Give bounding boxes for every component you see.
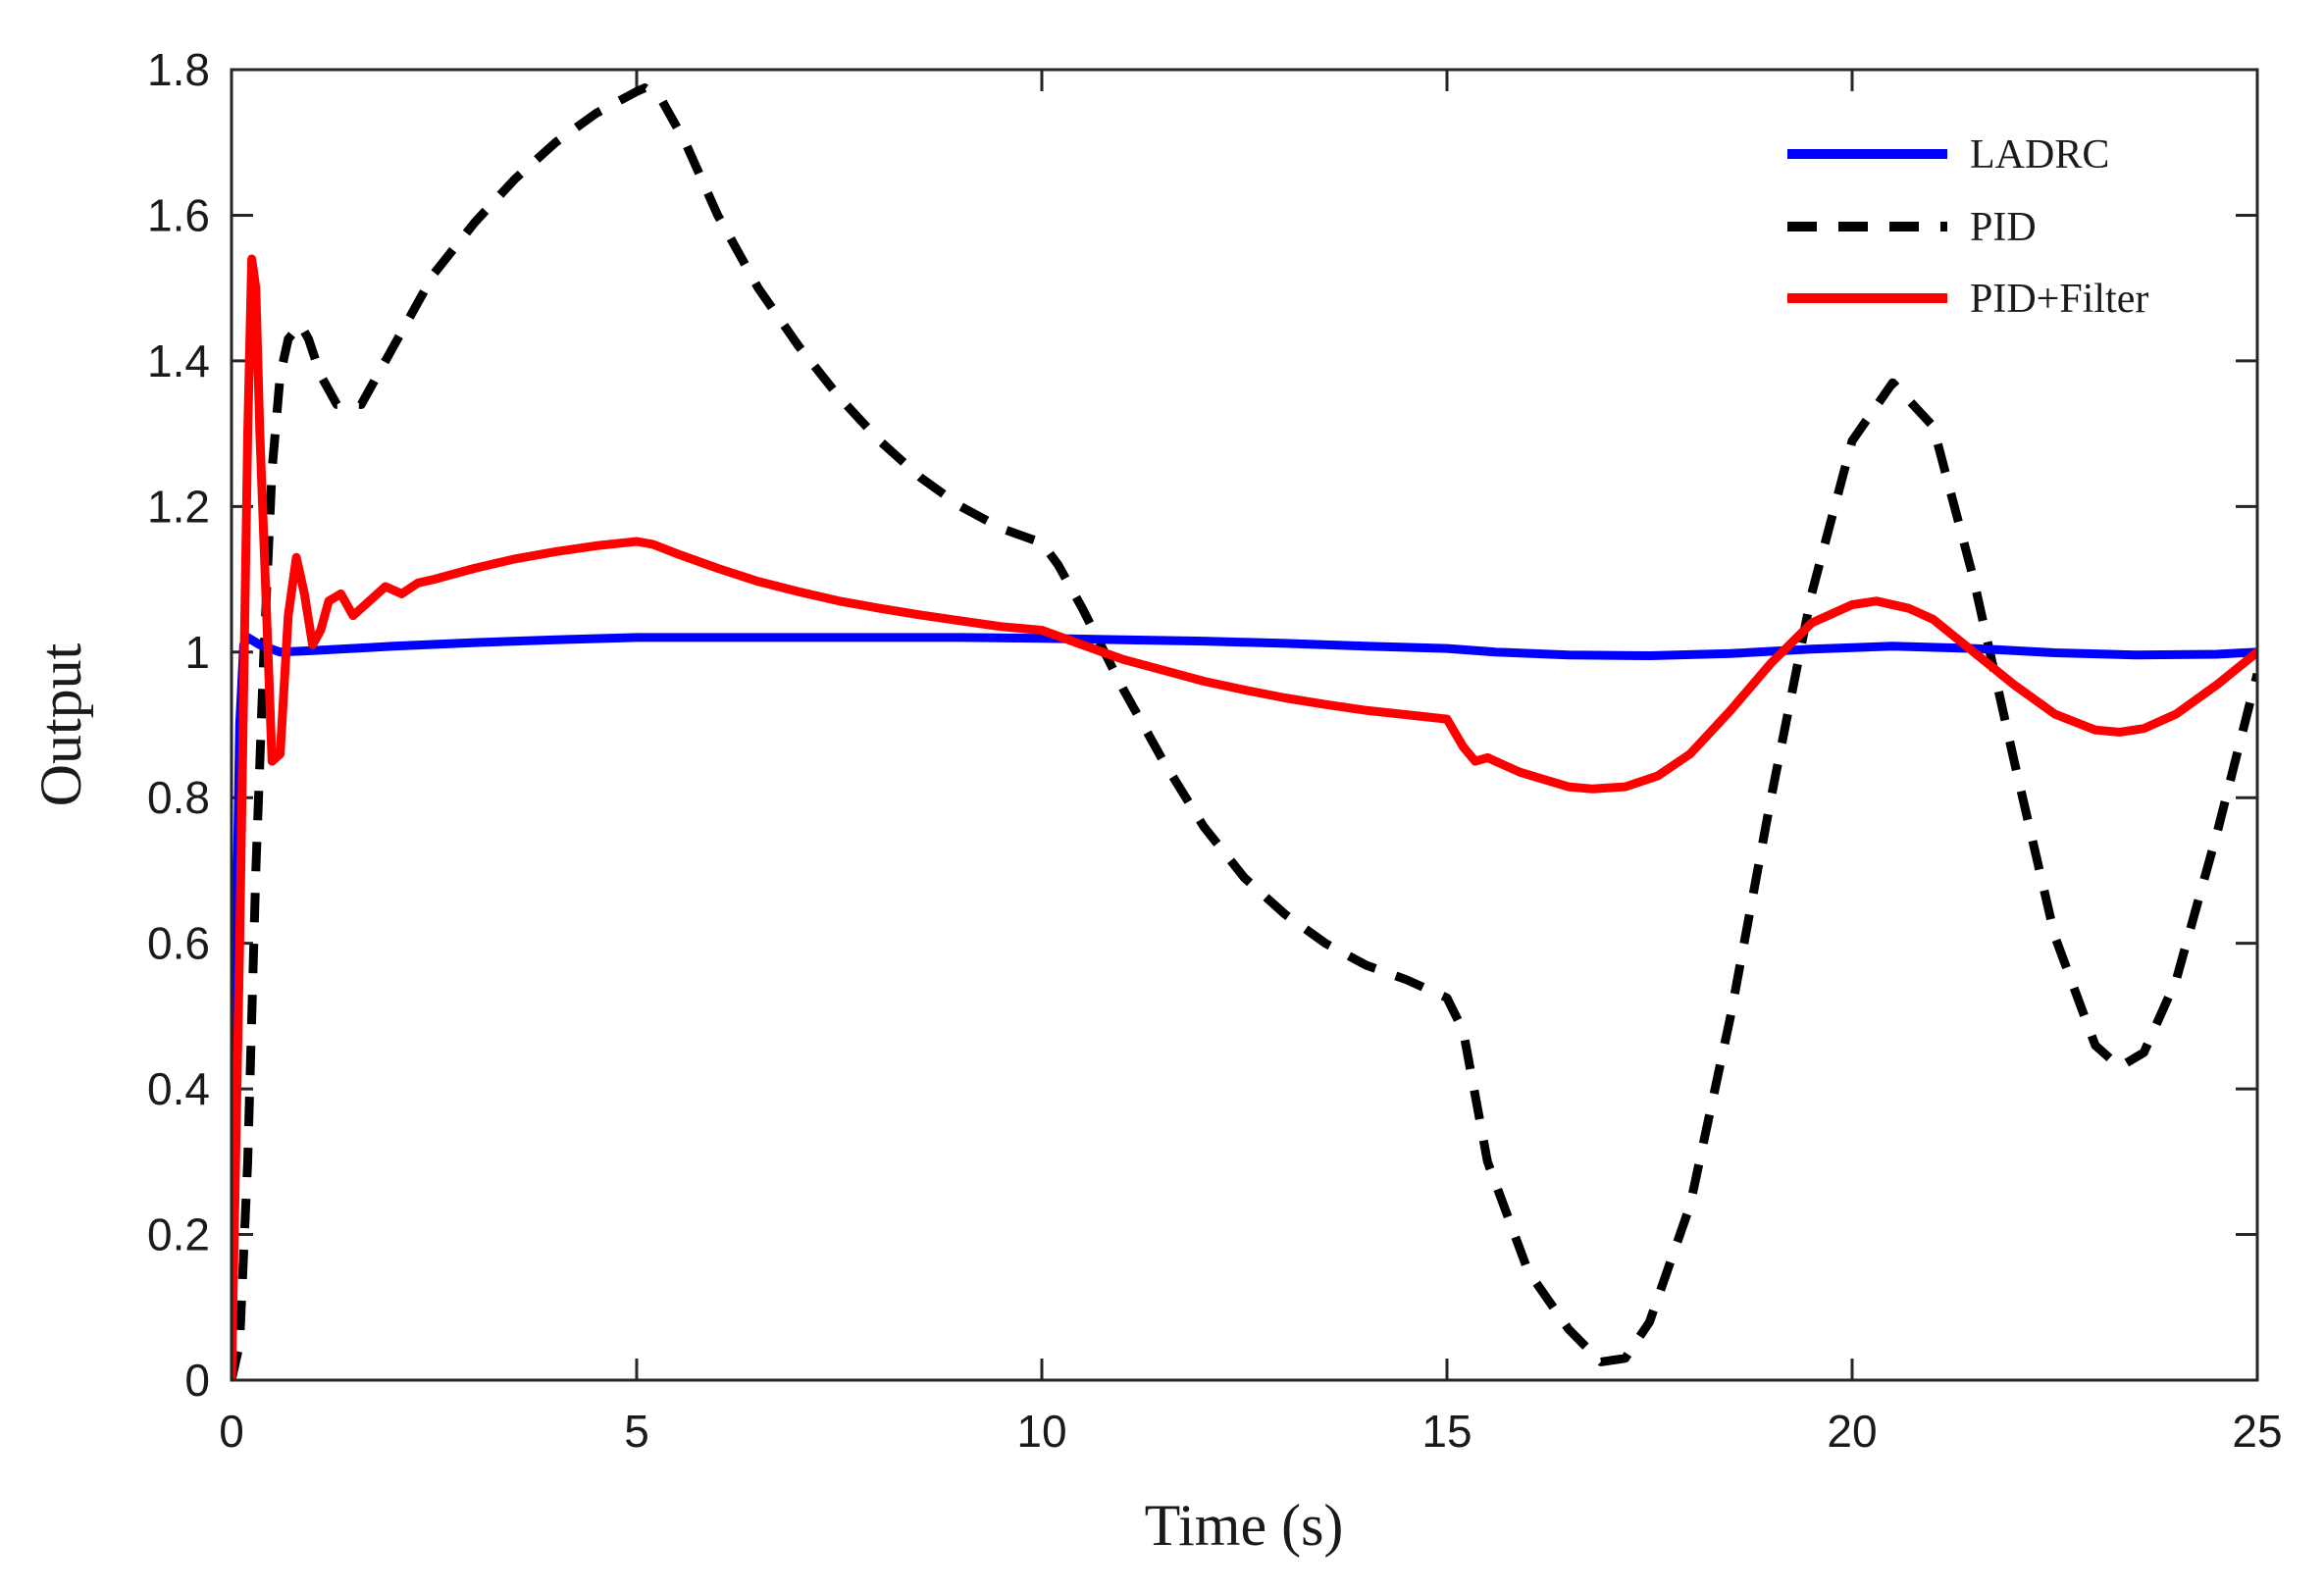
series-line-ladrc	[232, 633, 2257, 1380]
y-tick-label: 0.4	[147, 1063, 210, 1114]
legend-label: LADRC	[1970, 132, 2109, 178]
y-tick-label: 0.6	[147, 918, 210, 969]
x-axis-label: Time (s)	[1145, 1493, 1344, 1558]
legend: LADRC PID PID+Filter	[1787, 132, 2148, 322]
y-tick-label: 1.4	[147, 335, 210, 386]
x-tick-label: 0	[219, 1406, 244, 1457]
y-tick-label: 1.6	[147, 189, 210, 240]
y-tick-label: 0	[184, 1355, 210, 1406]
x-tick-label: 10	[1016, 1406, 1066, 1457]
legend-label: PID	[1970, 205, 2037, 250]
legend-label: PID+Filter	[1970, 277, 2148, 322]
series-line-pid	[232, 83, 2257, 1380]
y-tick-label: 1.8	[147, 44, 210, 95]
y-axis-label: Output	[28, 642, 93, 806]
x-tick-label: 5	[624, 1406, 649, 1457]
y-tick-label: 0.8	[147, 772, 210, 823]
x-axis-ticks: 0 5 10 15 20 25	[219, 70, 2283, 1457]
y-axis-ticks: 0 0.2 0.4 0.6 0.8 1 1.2 1.4 1.6 1.8	[147, 44, 2257, 1406]
y-tick-label: 0.2	[147, 1209, 210, 1260]
plot-background	[232, 70, 2257, 1380]
y-tick-label: 1	[184, 627, 210, 678]
x-tick-label: 25	[2232, 1406, 2282, 1457]
series-layer	[232, 83, 2257, 1380]
plot-frame	[230, 68, 2259, 1382]
series-line-pid-filter	[232, 254, 2257, 1380]
x-tick-label: 20	[1827, 1406, 1877, 1457]
x-tick-label: 15	[1421, 1406, 1472, 1457]
y-tick-label: 1.2	[147, 481, 210, 532]
